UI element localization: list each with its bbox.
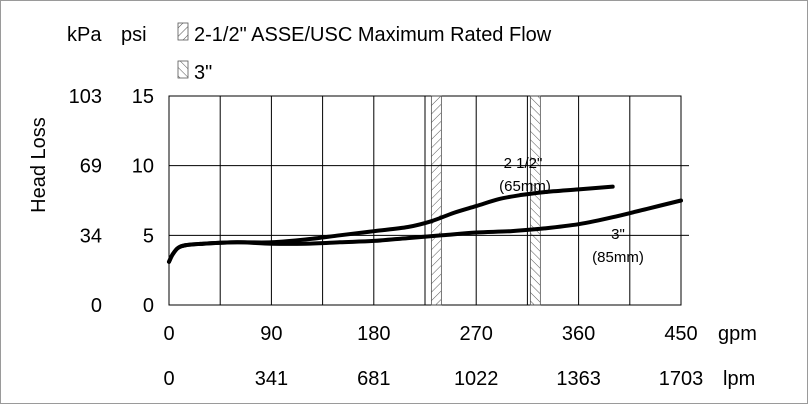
x-tick-gpm: 180 — [357, 323, 390, 345]
x-tick-gpm: 360 — [562, 323, 595, 345]
unit-lpm: lpm — [723, 368, 755, 390]
x-tick-labels: 0 0 90 341 180 681 270 1022 360 1363 450 1703 — [163, 323, 703, 390]
series-label-85-line1: 3" — [611, 226, 625, 243]
y-axis-title: Head Loss — [28, 117, 50, 213]
legend-label-1: 2-1/2" ASSE/USC Maximum Rated Flow — [194, 24, 552, 46]
x-tick-lpm: 1703 — [659, 368, 704, 390]
max-flow-band-1 — [430, 95, 442, 306]
max-flow-band-2 — [529, 95, 541, 306]
y-tick-psi: 0 — [143, 295, 154, 317]
series-lines — [167, 184, 683, 264]
x-tick-lpm: 0 — [163, 368, 174, 390]
y-tick-kpa: 103 — [69, 86, 102, 108]
x-tick-gpm: 450 — [664, 323, 697, 345]
grid-lines — [169, 96, 689, 305]
x-tick-lpm: 1022 — [454, 368, 499, 390]
unit-gpm: gpm — [718, 323, 757, 345]
series-label-65-line1: 2 1/2" — [504, 155, 543, 172]
unit-kpa: kPa — [67, 24, 102, 46]
legend-swatch-backward — [177, 60, 189, 79]
x-tick-gpm: 270 — [460, 323, 493, 345]
x-tick-gpm: 0 — [163, 323, 174, 345]
y-tick-psi: 15 — [132, 86, 154, 108]
legend-swatch-forward — [177, 22, 189, 41]
y-tick-labels: 0 0 5 34 10 69 15 103 — [69, 86, 154, 317]
series-label-65-line2: (65mm) — [499, 178, 551, 195]
y-tick-kpa: 0 — [91, 295, 102, 317]
unit-psi: psi — [121, 24, 147, 46]
x-tick-lpm: 681 — [357, 368, 390, 390]
legend-label-2: 3" — [194, 62, 212, 84]
y-tick-kpa: 69 — [80, 156, 102, 178]
y-tick-kpa: 34 — [80, 225, 102, 247]
max-flow-bands — [430, 95, 541, 306]
x-tick-lpm: 341 — [255, 368, 288, 390]
x-tick-gpm: 90 — [260, 323, 282, 345]
x-tick-lpm: 1363 — [556, 368, 601, 390]
series-label-85-line2: (85mm) — [592, 249, 644, 266]
y-tick-psi: 10 — [132, 156, 154, 178]
y-tick-psi: 5 — [143, 225, 154, 247]
series-line-85mm — [167, 198, 683, 264]
